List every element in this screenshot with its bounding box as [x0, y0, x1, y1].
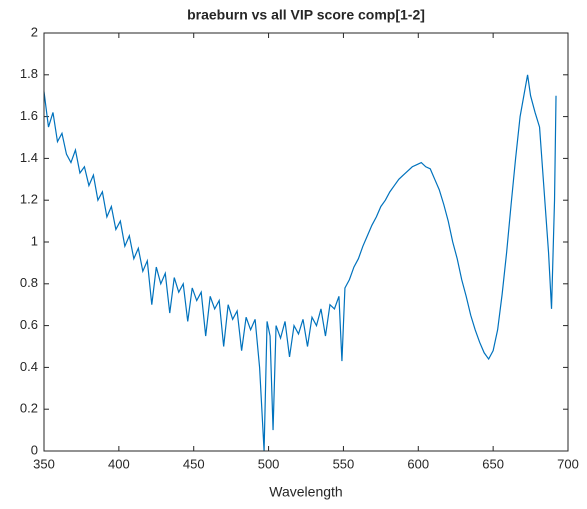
chart-title: braeburn vs all VIP score comp[1-2]	[187, 7, 425, 23]
x-tick-label: 650	[482, 456, 504, 471]
y-tick-label: 1.2	[20, 192, 38, 207]
data-line	[43, 74, 557, 452]
y-tick-label: 1	[31, 233, 38, 248]
x-axis-label: Wavelength	[269, 484, 342, 500]
x-tick-label: 600	[407, 456, 429, 471]
y-tick-label: 0.6	[20, 317, 38, 332]
x-tick-label: 350	[33, 456, 55, 471]
y-tick-label: 0.4	[20, 359, 38, 374]
x-tick-label: 400	[108, 456, 130, 471]
x-tick-label: 550	[333, 456, 355, 471]
x-tick-label: 700	[557, 456, 579, 471]
plot-frame	[43, 32, 569, 452]
y-tick-label: 1.4	[20, 150, 38, 165]
y-tick-label: 0	[31, 442, 38, 457]
x-tick-label: 450	[183, 456, 205, 471]
y-tick-label: 1.8	[20, 66, 38, 81]
y-tick-label: 0.8	[20, 275, 38, 290]
y-tick-label: 2	[31, 24, 38, 39]
x-tick-label: 500	[258, 456, 280, 471]
y-tick-label: 0.2	[20, 401, 38, 416]
y-tick-label: 1.6	[20, 108, 38, 123]
